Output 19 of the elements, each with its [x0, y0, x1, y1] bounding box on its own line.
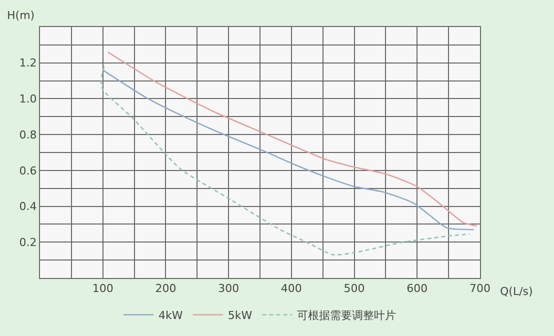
y-tick-label: 1.2	[19, 56, 37, 70]
x-tick-label: 100	[92, 282, 114, 296]
x-axis-title: Q(L/s)	[500, 285, 533, 298]
legend-label: 4kW	[158, 309, 183, 322]
y-tick-label: 0.6	[19, 164, 37, 178]
y-tick-label: 0.2	[19, 236, 37, 249]
x-tick-label: 200	[155, 282, 176, 296]
y-axis-title: H(m)	[7, 9, 35, 22]
x-tick-label: 700	[470, 282, 490, 296]
y-tick-label: 0.4	[19, 200, 37, 214]
x-tick-label: 300	[218, 282, 240, 296]
y-tick-label: 1.0	[19, 92, 37, 106]
legend-label: 5kW	[228, 309, 252, 322]
x-tick-label: 600	[406, 282, 428, 296]
legend-label: 可根据需要调整叶片	[297, 309, 396, 322]
line-series	[100, 66, 471, 256]
x-tick-label: 500	[344, 282, 365, 296]
y-tick-label: 0.8	[19, 128, 37, 142]
x-tick-label: 400	[280, 282, 302, 296]
